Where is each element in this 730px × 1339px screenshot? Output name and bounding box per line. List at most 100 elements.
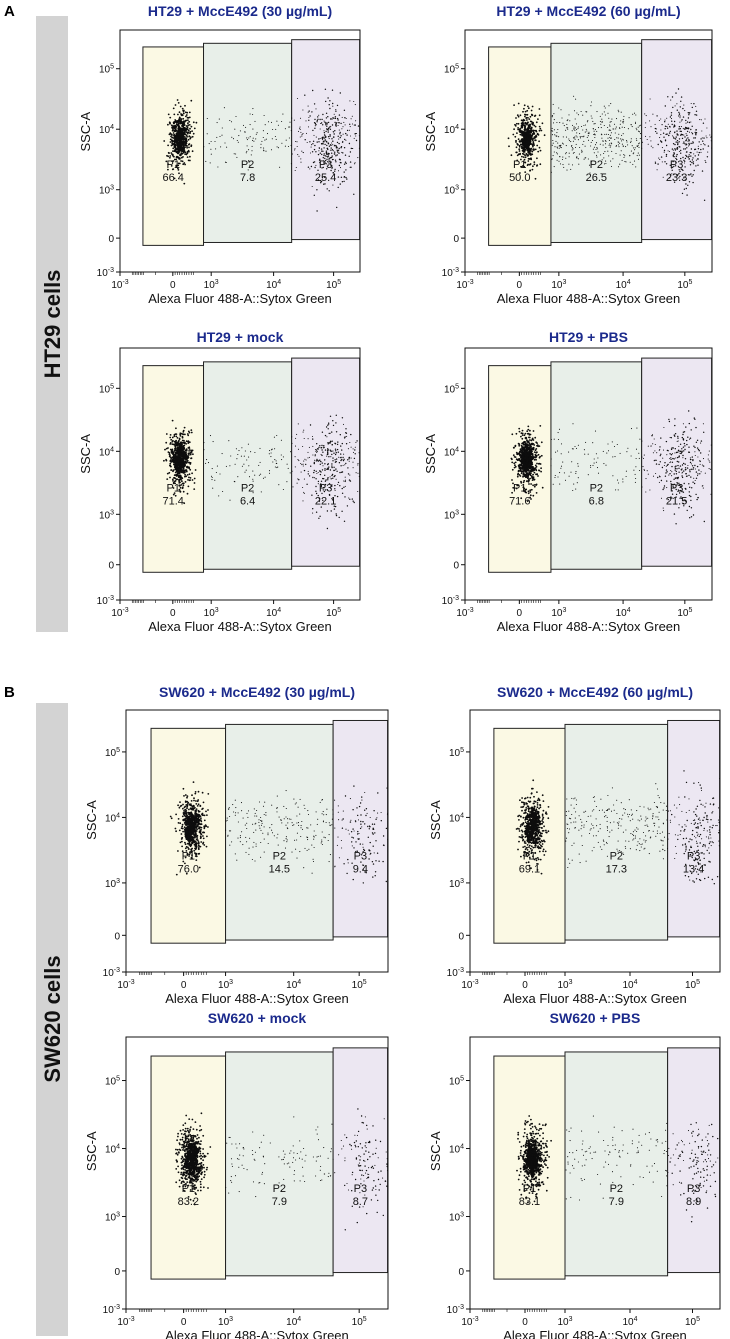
- event-dot: [529, 120, 532, 123]
- event-dot: [676, 456, 679, 459]
- panel-letter-b: B: [4, 684, 15, 701]
- event-dot: [616, 137, 618, 139]
- event-dot: [184, 841, 186, 844]
- event-dot: [590, 162, 592, 164]
- event-dot: [670, 454, 673, 456]
- event-dot: [291, 470, 293, 472]
- event-dot: [533, 163, 536, 166]
- event-dot: [524, 432, 527, 435]
- event-dot: [277, 466, 279, 468]
- scatter-points: [163, 414, 360, 530]
- event-dot: [593, 133, 595, 136]
- event-dot: [268, 453, 270, 455]
- event-dot: [513, 456, 516, 458]
- event-dot: [317, 460, 320, 462]
- event-dot: [665, 440, 668, 443]
- event-dot: [197, 822, 201, 825]
- event-dot: [511, 479, 513, 481]
- event-dot: [357, 157, 359, 159]
- event-dot: [655, 463, 658, 465]
- gate-percent: 7.8: [240, 172, 255, 184]
- event-dot: [254, 474, 256, 476]
- event-dot: [171, 440, 174, 443]
- event-dot: [334, 159, 337, 161]
- event-dot: [660, 453, 662, 455]
- event-dot: [522, 140, 526, 143]
- event-dot: [513, 466, 516, 469]
- event-dot: [659, 140, 662, 142]
- event-dot: [664, 105, 666, 107]
- event-dot: [169, 138, 172, 141]
- event-dot: [307, 457, 309, 459]
- event-dot: [315, 449, 318, 451]
- event-dot: [688, 505, 691, 508]
- event-dot: [173, 177, 176, 180]
- event-dot: [520, 435, 522, 438]
- event-dot: [312, 129, 314, 132]
- event-dot: [527, 140, 531, 144]
- event-dot: [354, 124, 356, 126]
- event-dot: [333, 117, 335, 119]
- event-dot: [324, 157, 326, 160]
- event-dot: [173, 440, 176, 443]
- event-dot: [665, 155, 668, 157]
- event-dot: [211, 479, 213, 481]
- event-dot: [289, 472, 291, 474]
- event-dot: [700, 452, 702, 454]
- event-dot: [321, 431, 324, 433]
- event-dot: [529, 429, 531, 432]
- event-dot: [583, 135, 585, 137]
- event-dot: [694, 155, 696, 157]
- event-dot: [174, 471, 177, 474]
- event-dot: [687, 156, 689, 158]
- event-dot: [341, 417, 344, 419]
- event-dot: [315, 485, 317, 488]
- event-dot: [191, 150, 194, 153]
- event-dot: [194, 813, 198, 816]
- event-dot: [184, 153, 187, 156]
- event-dot: [249, 113, 251, 115]
- event-dot: [255, 133, 257, 135]
- event-dot: [313, 134, 315, 136]
- event-dot: [674, 165, 677, 167]
- event-dot: [592, 120, 594, 122]
- event-dot: [533, 161, 536, 164]
- event-dot: [188, 441, 191, 444]
- event-dot: [334, 121, 336, 124]
- event-dot: [312, 89, 314, 92]
- y-tick-label: 103: [99, 185, 114, 197]
- event-dot: [333, 131, 335, 133]
- event-dot: [595, 461, 597, 463]
- side-label-sw620: SW620 cells: [40, 955, 65, 1082]
- event-dot: [178, 484, 181, 487]
- event-dot: [568, 163, 570, 165]
- event-dot: [516, 159, 519, 162]
- event-dot: [514, 444, 517, 447]
- event-dot: [337, 451, 339, 453]
- event-dot: [522, 442, 525, 445]
- x-tick-label: 10-3: [456, 607, 473, 619]
- event-dot: [333, 145, 335, 147]
- event-dot: [701, 137, 703, 139]
- y-axis-label: SSC-A: [423, 434, 438, 474]
- y-tick-label: 10-3: [442, 595, 459, 607]
- event-dot: [182, 146, 186, 150]
- event-dot: [334, 116, 337, 118]
- event-dot: [686, 439, 688, 442]
- event-dot: [574, 445, 576, 448]
- event-dot: [647, 473, 649, 475]
- event-dot: [177, 804, 180, 807]
- event-dot: [333, 508, 336, 510]
- event-dot: [694, 114, 696, 116]
- event-dot: [322, 465, 324, 467]
- event-dot: [617, 489, 619, 491]
- event-dot: [173, 158, 176, 161]
- event-dot: [625, 475, 627, 478]
- event-dot: [528, 436, 530, 439]
- event-dot: [179, 466, 182, 469]
- event-dot: [342, 456, 344, 459]
- event-dot: [249, 164, 251, 166]
- event-dot: [680, 130, 682, 133]
- event-dot: [703, 137, 705, 139]
- event-dot: [590, 464, 592, 467]
